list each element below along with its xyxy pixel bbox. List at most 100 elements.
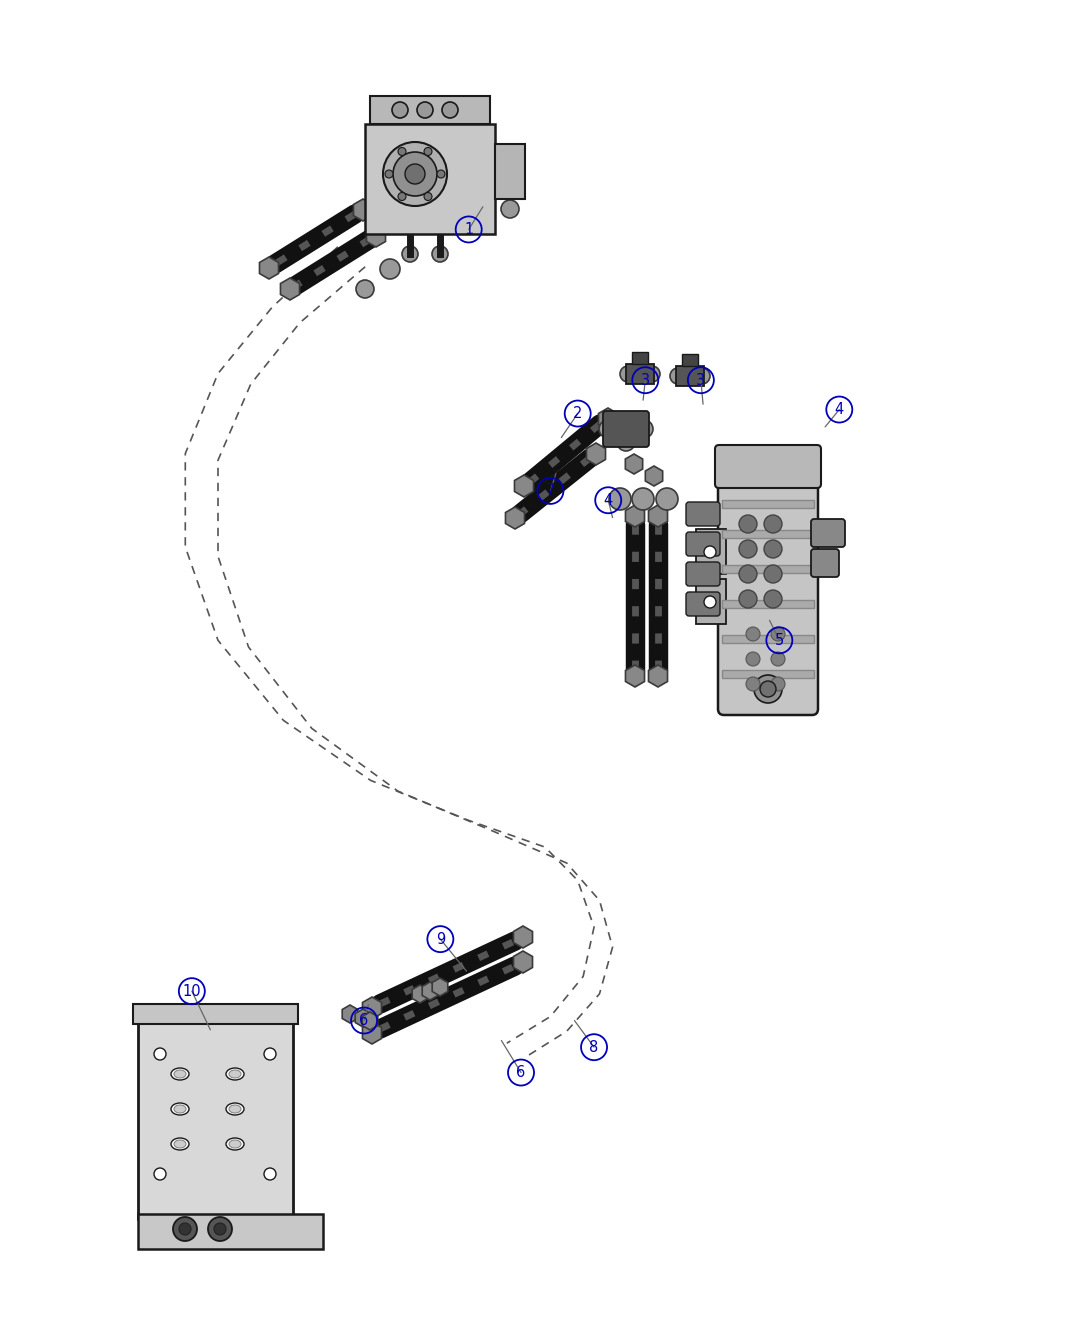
Polygon shape [362, 1013, 378, 1030]
FancyBboxPatch shape [686, 592, 720, 616]
Ellipse shape [226, 1069, 244, 1081]
Circle shape [739, 515, 756, 534]
Circle shape [617, 434, 635, 451]
Ellipse shape [229, 1070, 241, 1078]
Polygon shape [259, 257, 279, 279]
Circle shape [356, 280, 374, 297]
Ellipse shape [174, 1141, 186, 1149]
Circle shape [635, 420, 653, 438]
Bar [722, 566, 814, 574]
FancyBboxPatch shape [686, 562, 720, 586]
Polygon shape [433, 978, 448, 996]
Polygon shape [412, 984, 427, 1003]
Circle shape [154, 1169, 166, 1181]
Circle shape [746, 652, 760, 666]
Polygon shape [626, 666, 644, 687]
FancyBboxPatch shape [811, 519, 845, 547]
Bar [370, 96, 490, 124]
Text: 2: 2 [573, 406, 582, 422]
Polygon shape [363, 1022, 382, 1045]
Circle shape [771, 676, 785, 691]
Bar [133, 1005, 298, 1025]
Circle shape [398, 148, 405, 156]
Bar [682, 354, 698, 366]
Ellipse shape [174, 1105, 186, 1113]
Text: 7: 7 [546, 483, 555, 499]
Circle shape [432, 245, 448, 261]
Bar [137, 1214, 323, 1249]
Circle shape [437, 169, 445, 177]
Bar [722, 600, 814, 608]
Polygon shape [355, 1009, 371, 1027]
FancyBboxPatch shape [811, 550, 839, 578]
FancyBboxPatch shape [686, 532, 720, 556]
Polygon shape [366, 225, 386, 247]
Text: 6: 6 [360, 1013, 368, 1029]
Circle shape [392, 101, 408, 117]
Polygon shape [598, 408, 618, 430]
Circle shape [644, 366, 661, 382]
Text: 4: 4 [835, 402, 844, 418]
Circle shape [383, 141, 447, 205]
Circle shape [443, 101, 458, 117]
Circle shape [704, 546, 716, 558]
Circle shape [173, 1217, 197, 1241]
Polygon shape [422, 982, 438, 1000]
Circle shape [704, 596, 716, 608]
Polygon shape [586, 443, 606, 466]
Polygon shape [626, 454, 643, 474]
Polygon shape [353, 199, 373, 221]
Text: 10: 10 [182, 983, 202, 999]
Circle shape [264, 1049, 276, 1061]
Circle shape [739, 540, 756, 558]
Ellipse shape [174, 1070, 186, 1078]
Bar [722, 670, 814, 678]
Bar [722, 500, 814, 508]
Polygon shape [363, 996, 382, 1019]
Polygon shape [645, 466, 663, 486]
Circle shape [600, 420, 617, 438]
Ellipse shape [171, 1103, 189, 1115]
Circle shape [632, 488, 654, 510]
Circle shape [764, 566, 782, 583]
Circle shape [424, 192, 432, 200]
Ellipse shape [229, 1141, 241, 1149]
Bar [697, 579, 726, 624]
Circle shape [264, 1169, 276, 1181]
Polygon shape [280, 277, 300, 300]
Circle shape [771, 627, 785, 642]
Circle shape [760, 680, 776, 696]
Bar [365, 124, 495, 233]
Polygon shape [342, 1005, 358, 1023]
Circle shape [417, 101, 433, 117]
Bar [495, 144, 525, 199]
Circle shape [380, 259, 400, 279]
Circle shape [609, 488, 631, 510]
FancyBboxPatch shape [603, 411, 649, 447]
Bar [632, 352, 647, 364]
Ellipse shape [226, 1103, 244, 1115]
Ellipse shape [171, 1069, 189, 1081]
Text: 4: 4 [604, 492, 613, 508]
Circle shape [393, 152, 437, 196]
Circle shape [214, 1223, 226, 1235]
Circle shape [739, 566, 756, 583]
Circle shape [670, 368, 686, 384]
Circle shape [398, 192, 405, 200]
Polygon shape [626, 506, 644, 527]
Circle shape [764, 515, 782, 534]
Text: 1: 1 [464, 221, 473, 237]
Circle shape [179, 1223, 191, 1235]
Circle shape [694, 368, 710, 384]
Bar [697, 530, 726, 574]
Circle shape [771, 652, 785, 666]
Polygon shape [506, 507, 524, 530]
Circle shape [402, 245, 417, 261]
Circle shape [746, 676, 760, 691]
Circle shape [154, 1049, 166, 1061]
Circle shape [754, 675, 782, 703]
Ellipse shape [226, 1138, 244, 1150]
Ellipse shape [229, 1105, 241, 1113]
Bar [626, 364, 654, 384]
Circle shape [501, 175, 519, 193]
